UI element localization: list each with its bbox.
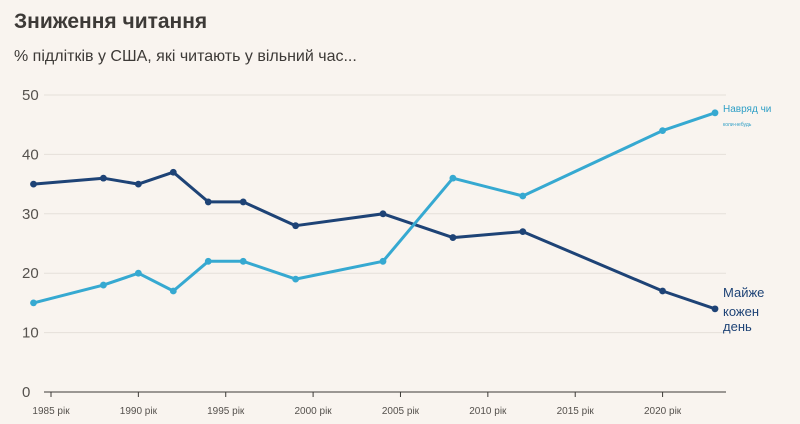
y-tick-label: 20 — [22, 265, 39, 282]
data-point — [30, 180, 37, 188]
data-point — [169, 168, 177, 176]
x-tick-label: 2020 рік — [644, 406, 682, 417]
series-label-daily: кожен — [723, 304, 759, 319]
series-line-never — [32, 111, 717, 305]
y-tick-label: 0 — [22, 384, 30, 401]
series-label-daily: день — [723, 319, 752, 334]
x-tick-label: 2015 рік — [557, 406, 595, 417]
x-tick-label: 1995 рік — [207, 406, 245, 417]
data-point — [449, 174, 457, 182]
x-tick-label: 1990 рік — [120, 406, 158, 417]
series-label-never: коли-небудь — [723, 122, 752, 128]
x-tick-label: 2000 рік — [295, 406, 333, 417]
data-point — [239, 198, 247, 206]
data-point — [100, 281, 107, 289]
data-point — [659, 287, 666, 295]
data-point — [169, 287, 177, 295]
x-tick-label: 2005 рік — [382, 406, 420, 417]
chart-title: Зниження читання — [14, 10, 208, 33]
data-point — [100, 174, 107, 182]
data-point — [239, 257, 247, 265]
x-tick-label: 1985 рік — [32, 406, 70, 417]
data-point — [449, 234, 457, 241]
y-tick-label: 30 — [22, 206, 39, 223]
data-point — [519, 192, 527, 200]
data-point — [711, 305, 719, 313]
data-point — [292, 222, 300, 230]
chart-subtitle: % підлітків у США, які читають у вільний… — [14, 48, 357, 65]
data-point — [134, 269, 142, 277]
series-label-daily: Майже — [723, 285, 764, 300]
data-point — [292, 275, 300, 283]
x-tick-label: 2010 рік — [469, 406, 507, 417]
series-line-daily — [32, 170, 717, 311]
data-point — [134, 180, 142, 188]
y-tick-label: 40 — [22, 146, 39, 163]
data-point — [519, 228, 527, 236]
y-tick-label: 10 — [22, 325, 39, 342]
data-point — [30, 299, 37, 307]
data-point — [659, 127, 666, 135]
data-point — [379, 257, 387, 265]
data-point — [711, 109, 719, 117]
data-point — [379, 210, 387, 218]
y-tick-label: 50 — [22, 87, 39, 104]
data-point — [204, 198, 212, 206]
data-point — [204, 257, 212, 265]
series-label-never: Навряд чи — [723, 104, 771, 115]
